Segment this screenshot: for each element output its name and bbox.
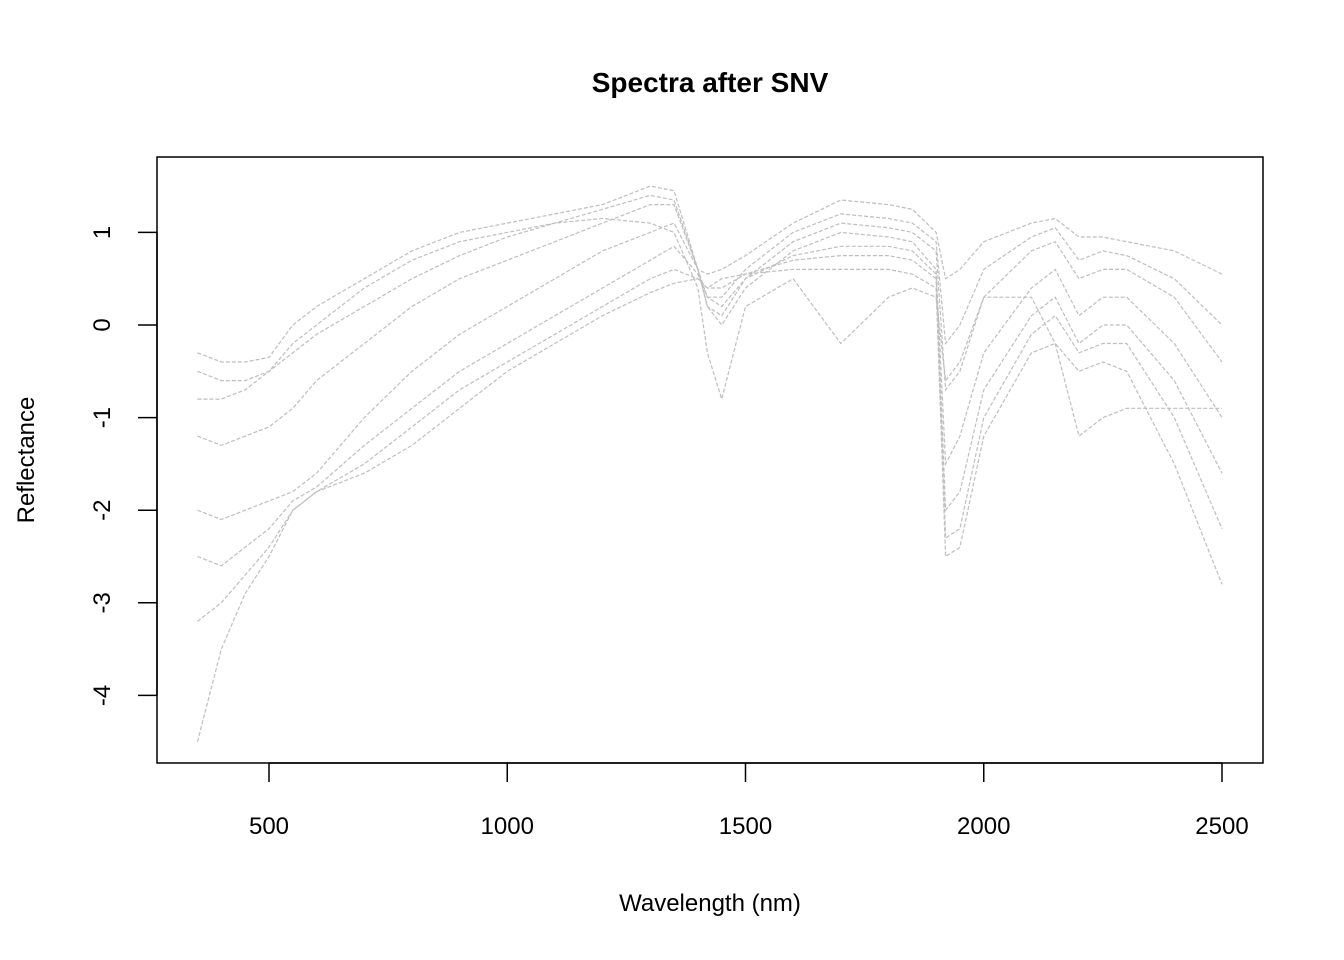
spectra-lines: [196, 185, 1223, 742]
spectrum-line-0: [197, 185, 1223, 363]
x-tick-label: 2000: [957, 813, 1010, 840]
y-tick-label: -2: [89, 500, 116, 521]
x-tick-label: 500: [249, 813, 289, 840]
spectrum-line-6: [196, 268, 1223, 742]
x-tick-label: 1000: [481, 813, 534, 840]
y-axis: -4 -3 -2 -1 0 1: [89, 226, 158, 706]
spectrum-line-7: [197, 217, 1222, 438]
x-axis-label: Wavelength (nm): [619, 890, 801, 917]
y-tick-label: 1: [89, 226, 116, 239]
spectrum-line-3: [197, 222, 1223, 521]
y-tick-label: -3: [89, 592, 116, 613]
spectrum-line-4: [197, 245, 1223, 567]
y-axis-label: Reflectance: [13, 397, 40, 524]
x-axis: 500 1000 1500 2000 2500: [249, 762, 1249, 840]
y-tick-label: -4: [89, 685, 116, 706]
chart-title: Spectra after SNV: [592, 67, 829, 98]
y-tick-label: -1: [89, 407, 116, 428]
x-tick-label: 1500: [719, 813, 772, 840]
y-tick-label: 0: [89, 318, 116, 331]
x-tick-label: 2500: [1195, 813, 1248, 840]
spectrum-line-2: [197, 204, 1223, 447]
spectrum-line-1: [197, 194, 1223, 400]
plot-frame: [156, 156, 1264, 764]
spectrum-line-5: [197, 255, 1223, 622]
